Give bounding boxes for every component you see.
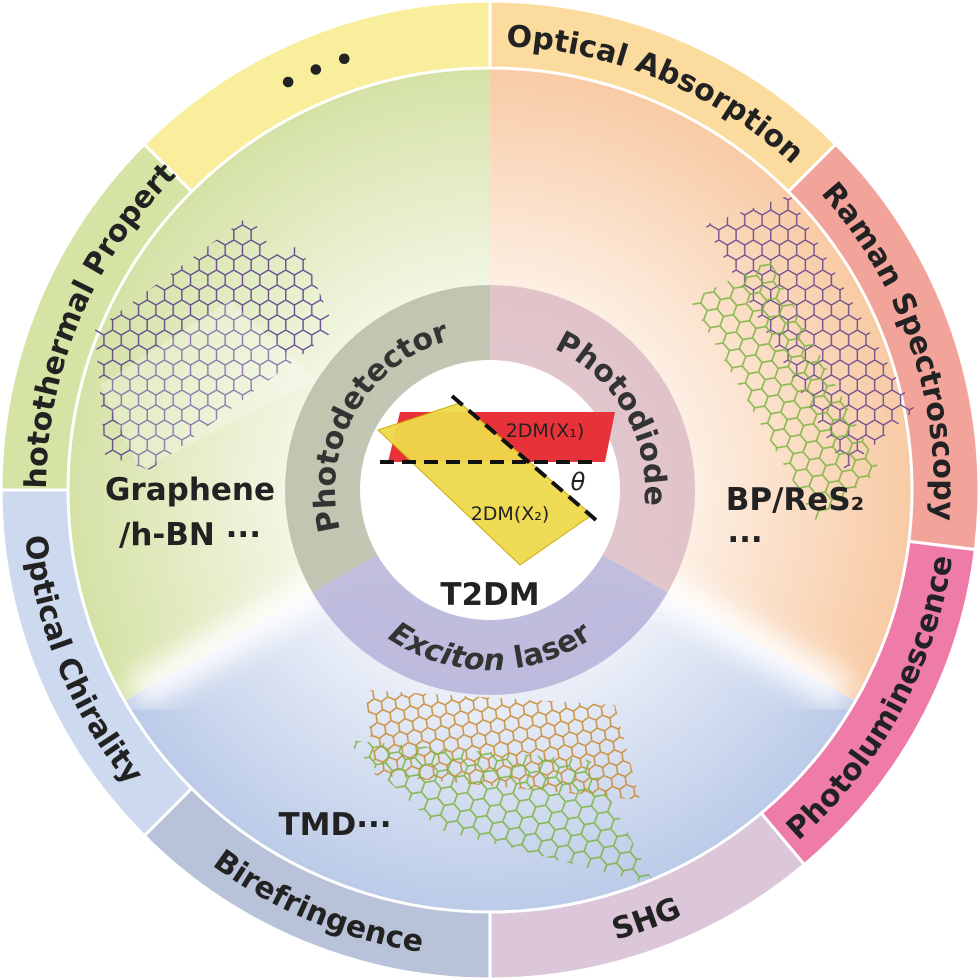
graphene-sheet xyxy=(95,215,335,470)
material-label: Graphene xyxy=(105,472,275,508)
bp-sheet xyxy=(705,195,915,470)
center-schematic: 2DM(X₁) 2DM(X₂) θ T2DM xyxy=(377,394,615,613)
material-label: BP/ReS₂ xyxy=(726,482,864,518)
inner-segment xyxy=(490,285,695,593)
center-title: T2DM xyxy=(440,577,539,613)
material-label: ··· xyxy=(727,522,762,558)
inner-segment xyxy=(312,554,668,696)
inner-segment xyxy=(285,285,490,593)
hbn-sheet xyxy=(100,300,315,470)
angle-label: θ xyxy=(571,468,586,496)
layer-2-label: 2DM(X₂) xyxy=(471,503,550,525)
res2-sheet xyxy=(690,260,880,520)
layer-1-label: 2DM(X₁) xyxy=(506,420,585,442)
ring-segment xyxy=(0,142,194,492)
lattice-sheets xyxy=(95,195,915,885)
tmd-sheet-2 xyxy=(345,740,655,885)
material-label: /h-BN ··· xyxy=(119,517,261,553)
material-label: TMD··· xyxy=(278,807,391,843)
axis-2 xyxy=(450,394,598,522)
